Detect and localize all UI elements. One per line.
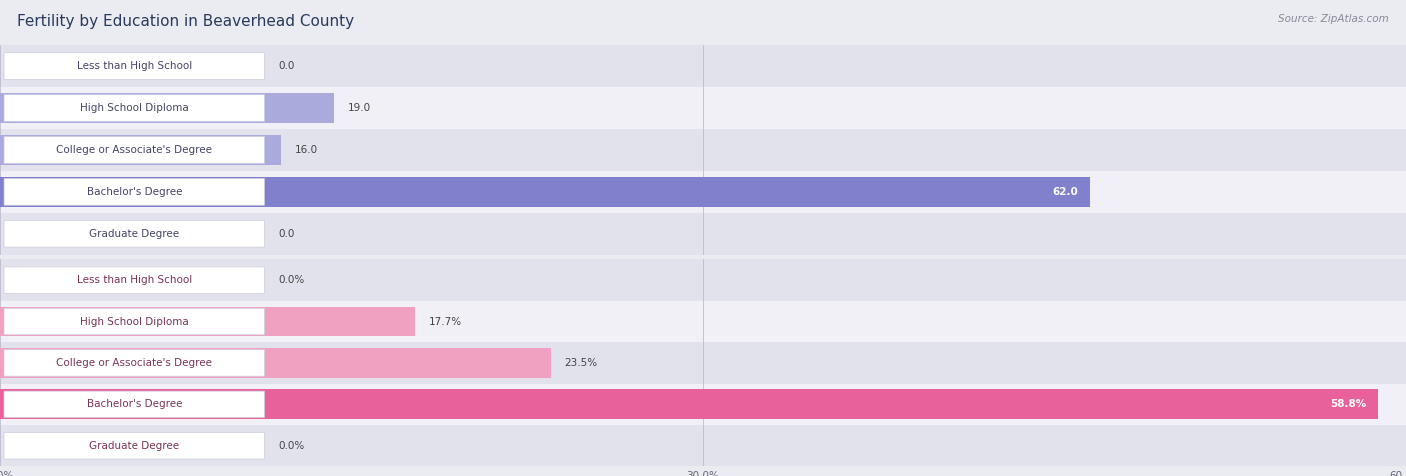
Text: Graduate Degree: Graduate Degree <box>89 228 180 239</box>
FancyBboxPatch shape <box>4 267 264 293</box>
Text: 62.0: 62.0 <box>1053 187 1078 197</box>
Bar <box>0 177 1090 207</box>
FancyBboxPatch shape <box>4 391 264 417</box>
FancyBboxPatch shape <box>4 220 264 247</box>
Text: Bachelor's Degree: Bachelor's Degree <box>87 399 181 409</box>
Text: 23.5%: 23.5% <box>565 358 598 368</box>
Text: 0.0: 0.0 <box>278 61 295 71</box>
Text: College or Associate's Degree: College or Associate's Degree <box>56 145 212 155</box>
Text: Less than High School: Less than High School <box>77 275 191 285</box>
FancyBboxPatch shape <box>4 308 264 335</box>
FancyBboxPatch shape <box>4 95 264 121</box>
Text: Fertility by Education in Beaverhead County: Fertility by Education in Beaverhead Cou… <box>17 14 354 30</box>
Text: College or Associate's Degree: College or Associate's Degree <box>56 358 212 368</box>
Text: Source: ZipAtlas.com: Source: ZipAtlas.com <box>1278 14 1389 24</box>
Bar <box>0 93 335 123</box>
Bar <box>0 135 281 165</box>
FancyBboxPatch shape <box>4 178 264 205</box>
Text: 0.0: 0.0 <box>278 228 295 239</box>
Bar <box>0 384 1406 425</box>
Bar <box>0 307 415 337</box>
Text: 16.0: 16.0 <box>295 145 318 155</box>
Text: Less than High School: Less than High School <box>77 61 191 71</box>
Text: 0.0%: 0.0% <box>278 275 305 285</box>
FancyBboxPatch shape <box>4 53 264 79</box>
Bar <box>0 45 1406 87</box>
Text: High School Diploma: High School Diploma <box>80 317 188 327</box>
Bar <box>0 171 1406 213</box>
Text: 58.8%: 58.8% <box>1330 399 1367 409</box>
Bar <box>0 425 1406 466</box>
Bar <box>0 389 1378 419</box>
Text: Graduate Degree: Graduate Degree <box>89 441 180 451</box>
Bar <box>0 129 1406 171</box>
Text: Bachelor's Degree: Bachelor's Degree <box>87 187 181 197</box>
Text: 0.0%: 0.0% <box>278 441 305 451</box>
Bar <box>0 259 1406 301</box>
Text: High School Diploma: High School Diploma <box>80 103 188 113</box>
Bar <box>0 301 1406 342</box>
Bar <box>0 348 551 378</box>
Bar <box>0 342 1406 384</box>
FancyBboxPatch shape <box>4 433 264 459</box>
FancyBboxPatch shape <box>4 137 264 163</box>
Bar <box>0 87 1406 129</box>
Text: 17.7%: 17.7% <box>429 317 463 327</box>
Bar <box>0 213 1406 255</box>
Text: 19.0: 19.0 <box>349 103 371 113</box>
FancyBboxPatch shape <box>4 350 264 376</box>
